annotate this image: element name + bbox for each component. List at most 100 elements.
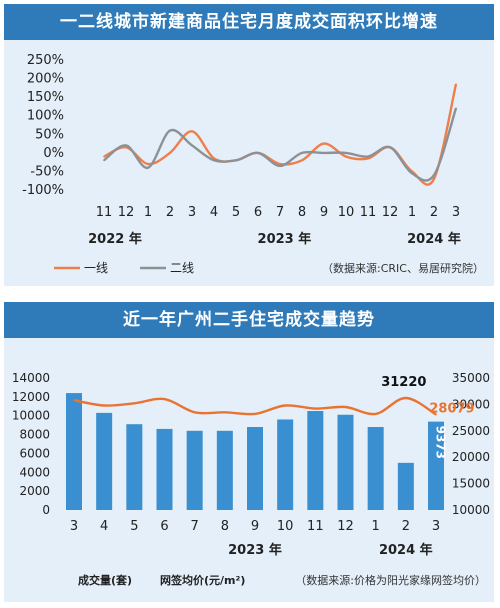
x-tick-label: 5 [232, 205, 240, 220]
y-right-tick-label: 30000 [452, 397, 490, 411]
data-point [455, 107, 457, 110]
legend-label: 一线 [84, 261, 108, 275]
price-point [405, 397, 407, 399]
volume-bar [96, 412, 113, 510]
year-label: 2023 年 [258, 231, 312, 247]
price-point [193, 411, 196, 414]
data-point [389, 146, 391, 149]
price-line [73, 396, 437, 416]
chart-panel-top: 一二线城市新建商品住宅月度成交面积环比增速 250% 200% 150% 100% 50… [4, 4, 494, 286]
data-point [367, 155, 369, 158]
x-tick-label: 2 [166, 205, 174, 220]
data-point [103, 155, 105, 158]
data-point [213, 159, 215, 162]
data-point [213, 157, 215, 160]
volume-bar [397, 462, 414, 510]
volume-bar [277, 419, 294, 510]
year-label: 2023 年 [228, 542, 282, 558]
x-tick-label: 4 [210, 205, 218, 220]
y-tick-label: -100% [22, 183, 64, 198]
data-point [257, 152, 259, 154]
y-left-tick-label: 8000 [19, 428, 50, 442]
y-tick-label: 200% [27, 72, 64, 87]
price-point [103, 404, 105, 407]
data-point [279, 165, 281, 167]
chart-panel-bottom: 近一年广州二手住宅成交量趋势 14000 12000 10000 8000 6000 40… [4, 302, 494, 602]
chart-title-bottom: 近一年广州二手住宅成交量趋势 [4, 302, 494, 338]
data-point [367, 157, 369, 160]
price-peak-label: 31220 [381, 375, 426, 390]
y-left-tick-label: 6000 [19, 446, 50, 460]
y-right-tick-label: 35000 [452, 371, 490, 385]
x-tick-label: 1 [372, 519, 380, 534]
x-tick-label: 9 [320, 205, 328, 220]
x-tick-label: 12 [337, 519, 354, 534]
volume-bar [186, 430, 203, 510]
x-tick-label: 11 [307, 519, 324, 534]
data-point [433, 174, 435, 176]
y-left-tick-label: 12000 [12, 390, 50, 404]
year-label: 2024 年 [379, 542, 433, 558]
source-note: （数据来源:CRIC、易居研究院） [322, 261, 484, 275]
bar-value-label: 9373 [434, 426, 448, 459]
x-tick-label: 3 [188, 205, 196, 220]
y-left-tick-label: 10000 [12, 409, 50, 423]
price-point [284, 404, 286, 407]
x-tick-label: 4 [100, 519, 108, 534]
year-label: 2022 年 [88, 231, 142, 247]
price-point [224, 411, 226, 414]
data-point [433, 178, 435, 180]
x-tick-label: 12 [118, 205, 135, 220]
x-tick-label: 10 [338, 205, 355, 220]
data-point [103, 159, 105, 162]
y-left-tick-label: 4000 [19, 465, 50, 479]
data-point [147, 166, 149, 169]
volume-bar [156, 428, 173, 510]
data-point [235, 159, 237, 162]
volume-bar [307, 411, 324, 510]
price-last-label: 28079 [429, 402, 474, 417]
volume-bar [66, 393, 82, 510]
data-point [147, 163, 149, 165]
x-tick-label: 3 [70, 519, 78, 534]
data-point [125, 144, 127, 147]
x-tick-label: 6 [160, 519, 168, 534]
y-right-tick-label: 10000 [452, 503, 490, 517]
chart-title-top: 一二线城市新建商品住宅月度成交面积环比增速 [4, 4, 494, 40]
x-tick-label: 1 [408, 205, 416, 220]
volume-bar [126, 424, 143, 510]
price-point [314, 407, 317, 410]
line-chart-svg: 250%200%150%100%50%0%-50%-100%11 12 1 2 3 4 5 6… [22, 53, 484, 275]
data-point [191, 130, 193, 133]
data-point [301, 159, 303, 162]
y-right-tick-label: 15000 [452, 477, 490, 491]
x-tick-label: 2 [430, 205, 438, 220]
data-point [279, 163, 281, 165]
y-tick-label: 50% [35, 127, 64, 142]
price-point [133, 402, 136, 405]
year-label: 2024 年 [407, 231, 461, 247]
x-tick-label: 9 [251, 519, 259, 534]
legend-label: 二线 [170, 261, 194, 275]
y-tick-label: 0% [43, 146, 64, 161]
legend-volume-label: 成交量(套) [78, 573, 132, 587]
x-tick-label: 8 [298, 205, 306, 220]
x-tick-label: 6 [254, 205, 262, 220]
y-right-tick-label: 25000 [452, 424, 490, 438]
x-tick-label: 12 [382, 205, 399, 220]
bar-line-chart-svg: 1400012000100008000600040002000035000300… [12, 371, 490, 587]
data-point [191, 144, 193, 147]
data-point [323, 152, 325, 154]
source-note: （数据来源:价格为阳光家缘网签均价） [295, 573, 486, 587]
price-point [73, 399, 75, 401]
data-point [169, 129, 171, 132]
data-point [301, 152, 303, 154]
volume-bar [428, 421, 444, 510]
data-point [323, 142, 325, 145]
price-point [435, 413, 437, 416]
volume-bar [247, 427, 263, 510]
x-tick-label: 1 [144, 205, 152, 220]
price-point [163, 398, 166, 400]
data-point [455, 83, 457, 85]
y-right-tick-label: 20000 [452, 450, 490, 464]
